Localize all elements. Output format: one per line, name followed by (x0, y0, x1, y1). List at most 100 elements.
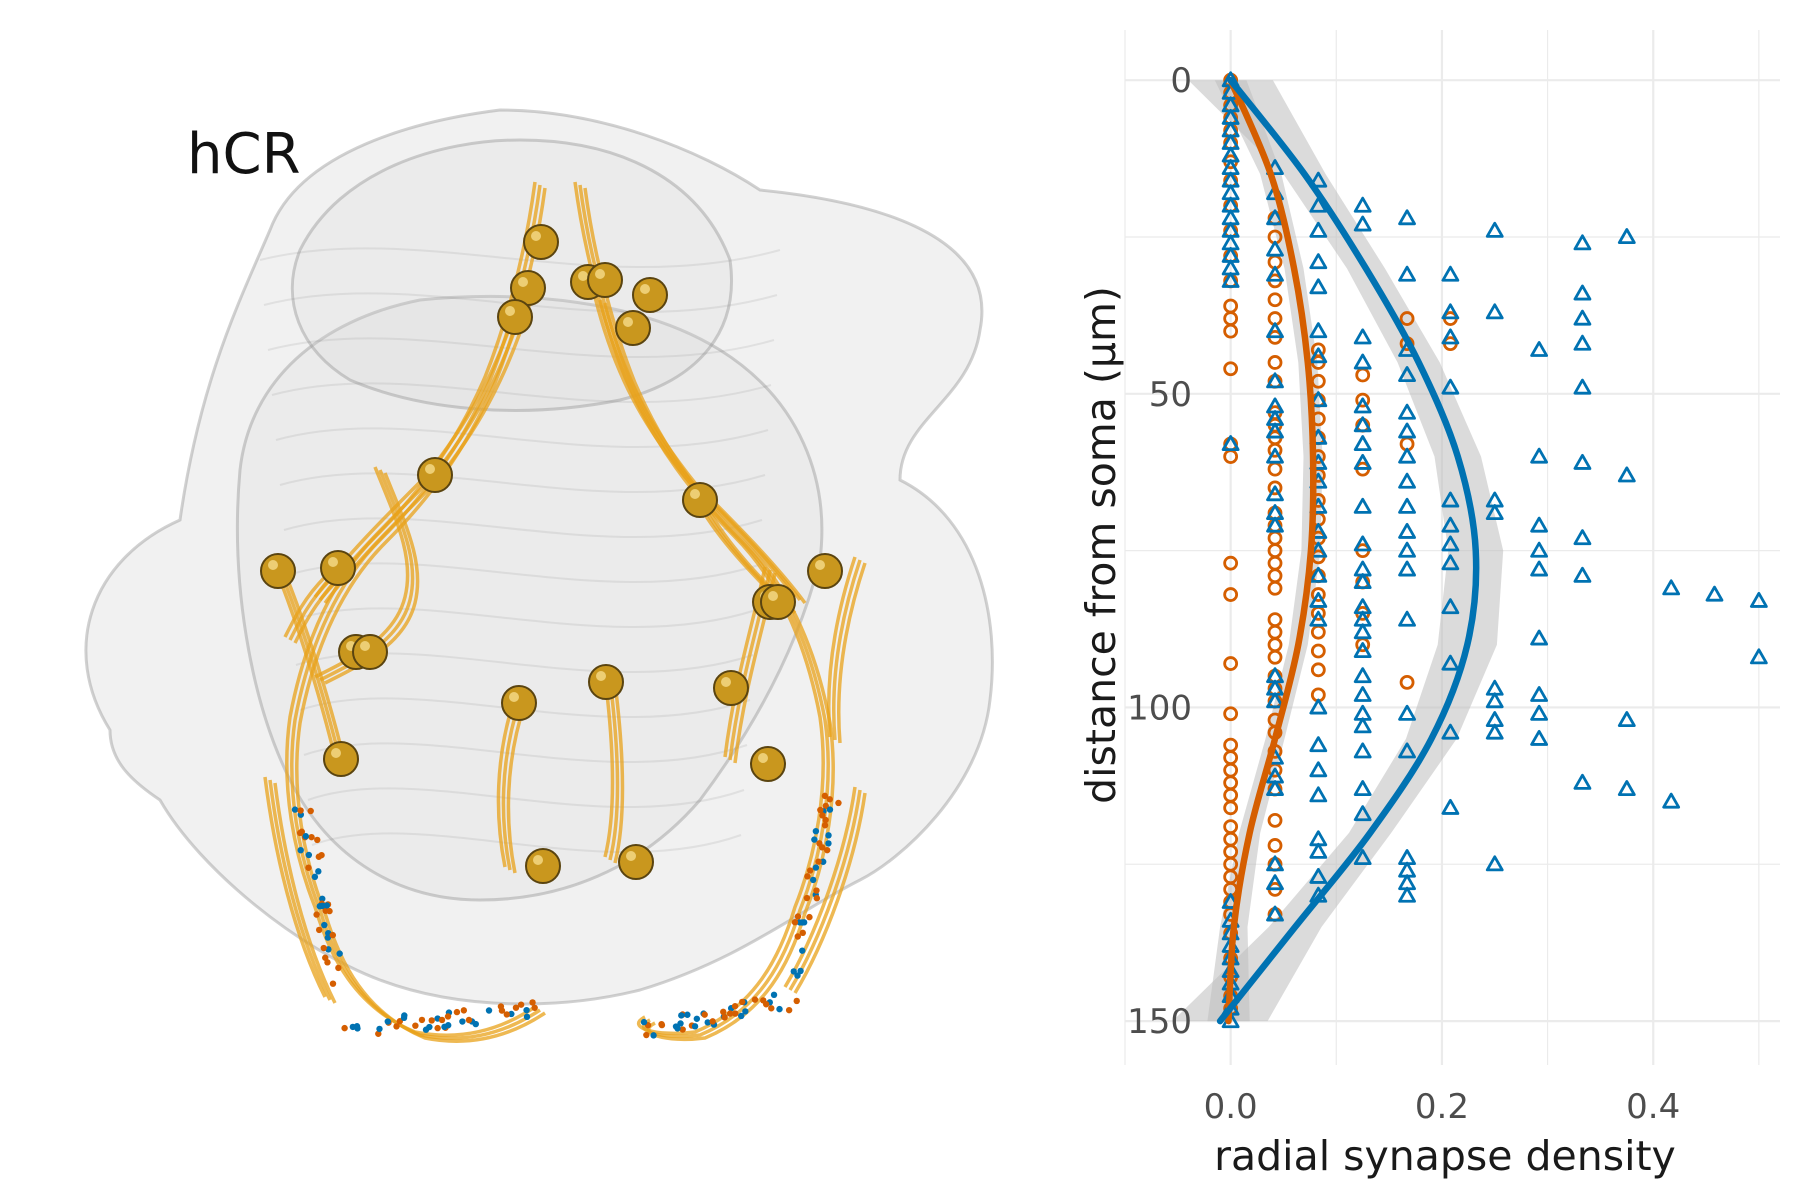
synapse-dot (459, 1018, 466, 1025)
synapse-dot (679, 1026, 686, 1033)
data-point-triangle (1530, 629, 1549, 646)
synapse-dot (768, 1005, 775, 1012)
tissue-mesh-line (271, 382, 772, 404)
synapse-dot (375, 1030, 382, 1037)
synapse-dot (305, 851, 313, 859)
confidence-band (1207, 80, 1323, 1022)
data-point-triangle (1353, 686, 1372, 702)
synapse-dot (738, 1012, 745, 1020)
data-point-triangle (1398, 209, 1416, 226)
synapse-dot (336, 950, 343, 957)
synapse-dot (296, 829, 304, 837)
data-point-triangle (1749, 648, 1768, 665)
data-point-triangle (1441, 654, 1460, 671)
neurite (283, 572, 347, 764)
data-point-triangle (1617, 780, 1636, 797)
data-point-triangle (1398, 472, 1416, 489)
synapse-dot (739, 998, 746, 1006)
synapse-dot (341, 1024, 348, 1032)
synapse-dot (797, 967, 804, 975)
y-tick-label: 0 (1170, 61, 1192, 101)
synapse-dot (400, 1014, 408, 1022)
synapse-dot (485, 1007, 493, 1014)
somas (260, 224, 843, 884)
neurite (793, 792, 867, 994)
synapse-dot (825, 832, 832, 839)
synapse-dot (497, 1003, 505, 1010)
data-point-triangle (1309, 610, 1328, 627)
data-point-triangle (1662, 792, 1681, 809)
synapse-dot (650, 1032, 657, 1039)
data-point-triangle (1309, 278, 1328, 295)
synapse-dot (393, 1023, 400, 1030)
data-point-triangle (1266, 905, 1284, 922)
data-point-circle (1267, 480, 1283, 496)
synapse-dot (318, 851, 325, 859)
data-point-triangle (1353, 328, 1372, 345)
data-point-circle (1267, 555, 1283, 571)
data-point-triangle (1485, 504, 1504, 521)
synapse-dot (315, 868, 322, 875)
data-point-triangle (1662, 579, 1681, 596)
data-point-circle (1355, 367, 1371, 383)
smooth-fit-line (1216, 76, 1480, 1025)
synapse-dot (709, 1018, 716, 1025)
data-point-triangle (1441, 265, 1460, 282)
data-point-triangle (1353, 573, 1372, 590)
data-point-triangle (1617, 466, 1636, 483)
soma (525, 848, 561, 884)
data-point-triangle (1266, 422, 1284, 439)
synapse-dot (307, 807, 314, 815)
synapse-dot (326, 907, 333, 915)
synapse-dot (426, 1023, 433, 1031)
neurite (268, 779, 332, 1001)
data-point-triangle (1353, 742, 1372, 759)
data-point-triangle (1309, 347, 1328, 364)
synapse-dot (804, 873, 811, 880)
synapse-dot (770, 991, 778, 999)
confidence-bands (1172, 80, 1504, 1022)
data-point-triangle (1573, 378, 1592, 395)
soma (323, 741, 359, 777)
data-point-triangle (1309, 591, 1328, 608)
synapse-dot (329, 980, 337, 987)
neurite (603, 676, 615, 858)
data-point-triangle (1309, 736, 1328, 753)
synapse-dot (821, 822, 829, 829)
data-point-triangle (1309, 221, 1328, 238)
soma (750, 746, 786, 782)
data-point-circle (1267, 580, 1283, 596)
neurite (832, 559, 862, 741)
data-point-triangle (1266, 855, 1284, 872)
data-point-triangle (1398, 886, 1416, 903)
synapse-dot (776, 1005, 783, 1013)
data-point-triangle (1573, 309, 1592, 326)
synapse-dot (803, 894, 811, 902)
synapse-dot (320, 944, 327, 952)
data-point-triangle (1441, 378, 1460, 395)
data-point-circle (1267, 568, 1283, 584)
y-tick-label: 100 (1127, 688, 1192, 728)
data-point-triangle (1617, 228, 1636, 245)
soma (523, 224, 559, 260)
data-point-triangle (1398, 522, 1416, 539)
data-point-triangle (1441, 516, 1460, 533)
neurite (273, 782, 337, 1004)
synapse-dot (658, 1021, 666, 1029)
data-point-triangle (1441, 723, 1460, 740)
chart-grid (1124, 30, 1780, 1065)
synapse-dot (811, 836, 818, 843)
data-point-triangle (1309, 842, 1328, 859)
synapse-dot (319, 895, 326, 902)
soma-highlight (690, 489, 700, 499)
x-axis-ticks: 0.0 0.2 0.4 (1204, 1087, 1681, 1127)
soma (320, 550, 356, 586)
data-point-triangle (1309, 322, 1328, 339)
soma-highlight (425, 464, 435, 474)
data-point-circle (1399, 674, 1415, 690)
neuron-render-panel: hCR (84, 108, 994, 1043)
data-point-triangle (1309, 253, 1328, 270)
data-point-triangle (1353, 453, 1372, 470)
data-point-circle (1223, 800, 1239, 816)
synapse-dot (820, 858, 827, 865)
